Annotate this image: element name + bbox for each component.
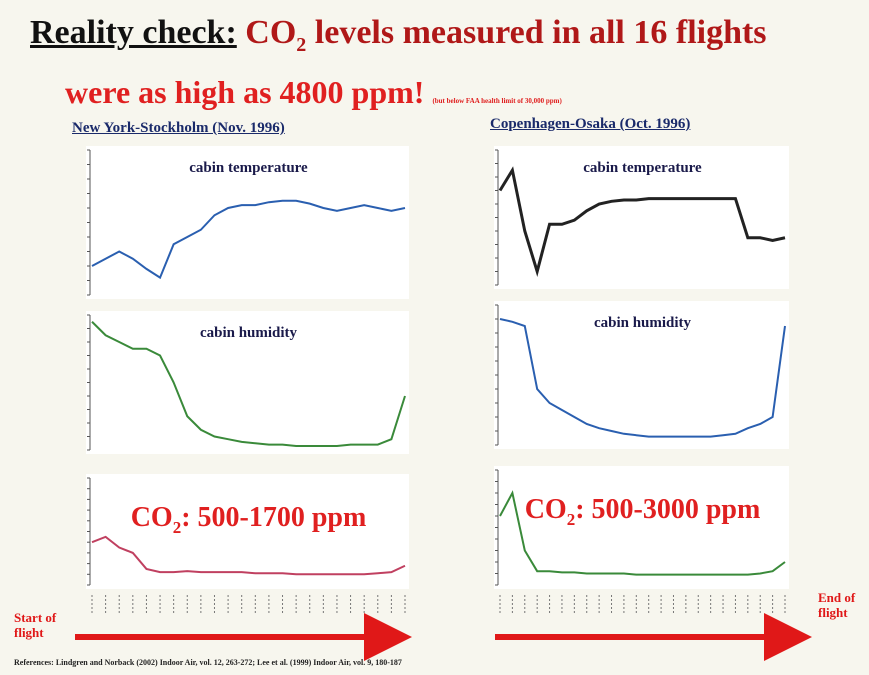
reference: References: Lindgren and Norback (2002) … [14,658,402,667]
title-lead: Reality check: [30,14,237,51]
co2-sub: 2 [173,518,182,537]
title-line2-text: were as high as 4800 ppm! [65,74,425,110]
data-line [498,166,786,277]
data-line [91,321,406,447]
co2-rest: : 500-3000 ppm [575,494,760,525]
title-rest: levels measured in all 16 flights [306,14,767,51]
left-header: New York-Stockholm (Nov. 1996) [72,120,285,136]
data-line [499,490,786,576]
panel-bg [494,466,789,589]
title-co: CO [245,14,297,51]
co2-sub: 2 [567,510,576,529]
co2-label: CO2: 500-3000 ppm [525,494,761,529]
title-note: (but below FAA health limit of 30,000 pp… [432,97,562,105]
co2-co: CO [525,494,567,525]
co2-label: CO2: 500-1700 ppm [131,502,367,537]
panel-bg [86,146,409,299]
panel-bg [494,301,789,449]
panel-title: cabin temperature [583,160,702,176]
panel-bg [86,474,409,589]
right-header: Copenhagen-Osaka (Oct. 1996) [490,116,691,132]
start-label: Start of flight [14,610,57,640]
title-sub: 2 [296,33,307,56]
data-line [499,318,786,438]
panel-bg [494,146,789,289]
title: Reality check: CO2 levels measured in al… [30,14,767,57]
title-line2: were as high as 4800 ppm! (but below FAA… [65,74,562,111]
co2-rest: : 500-1700 ppm [181,502,366,533]
panel-bg [86,311,409,454]
panel-title: cabin temperature [189,160,308,176]
panel-title: cabin humidity [594,315,692,331]
data-line [91,535,406,576]
data-line [91,199,406,280]
co2-co: CO [131,502,173,533]
end-label: End of flight [818,590,856,620]
panel-title: cabin humidity [200,325,298,341]
